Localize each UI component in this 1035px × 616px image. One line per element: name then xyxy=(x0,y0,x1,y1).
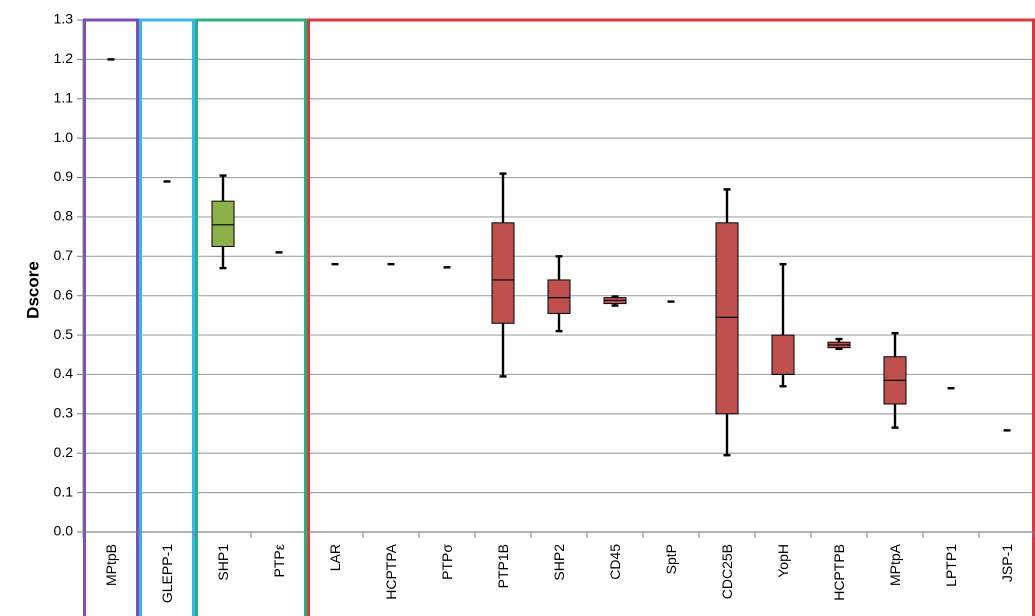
y-tick-label: 1.0 xyxy=(54,129,74,145)
box xyxy=(211,200,235,247)
group-frames xyxy=(83,18,1035,616)
category-label: YopH xyxy=(775,544,791,578)
box xyxy=(771,334,795,375)
category-label: CDC25B xyxy=(719,544,735,599)
category-label: HCPTPB xyxy=(831,544,847,601)
category-label: SHP1 xyxy=(215,544,231,581)
category-label: SptP xyxy=(663,544,679,574)
y-tick-labels: 0.0 0.1 0.2 0.3 0.4 0.5 0.6 0.7 0.8 0.9 1.0 1.1 1.2 1… xyxy=(54,11,74,539)
group-frame xyxy=(139,18,195,616)
y-tick-label: 0.7 xyxy=(54,247,74,263)
y-tick-label: 1.1 xyxy=(54,89,74,105)
y-tick-label: 0.8 xyxy=(54,208,74,224)
category-label: GLEPP-1 xyxy=(159,544,175,603)
category-label: LAR xyxy=(327,544,343,571)
y-tick-label: 1.2 xyxy=(54,50,74,66)
boxes xyxy=(107,58,1011,457)
category-label: LPTP1 xyxy=(943,544,959,587)
box xyxy=(715,222,739,415)
y-tick-label: 0.0 xyxy=(54,523,74,539)
box xyxy=(547,279,571,314)
box xyxy=(491,222,515,324)
axes xyxy=(77,19,1035,538)
category-labels: MPtpB GLEPP-1 SHP1 PTPε LAR HCPTPA PTPσ PTP1B SH… xyxy=(103,543,1015,603)
y-tick-label: 0.3 xyxy=(54,405,74,421)
group-frame xyxy=(307,18,1035,616)
category-label: PTP1B xyxy=(495,544,511,588)
category-label: SHP2 xyxy=(551,544,567,581)
y-tick-label: 0.1 xyxy=(54,483,74,499)
category-label: HCPTPA xyxy=(383,543,399,599)
category-label: JSP-1 xyxy=(999,544,1015,582)
category-label: CD45 xyxy=(607,544,623,580)
category-label: PTPσ xyxy=(439,544,455,580)
y-tick-label: 0.6 xyxy=(54,286,74,302)
category-label: PTPε xyxy=(271,544,287,577)
category-label: MPtpB xyxy=(103,544,119,586)
y-tick-label: 0.4 xyxy=(54,365,74,381)
y-tick-label: 0.2 xyxy=(54,444,74,460)
group-frame xyxy=(195,18,307,616)
y-tick-label: 0.5 xyxy=(54,326,74,342)
y-axis-title: Dscore xyxy=(23,261,42,319)
y-tick-label: 0.9 xyxy=(54,168,74,184)
group-frame xyxy=(83,18,139,616)
category-label: MPtpA xyxy=(887,543,903,586)
y-tick-label: 1.3 xyxy=(54,11,74,27)
